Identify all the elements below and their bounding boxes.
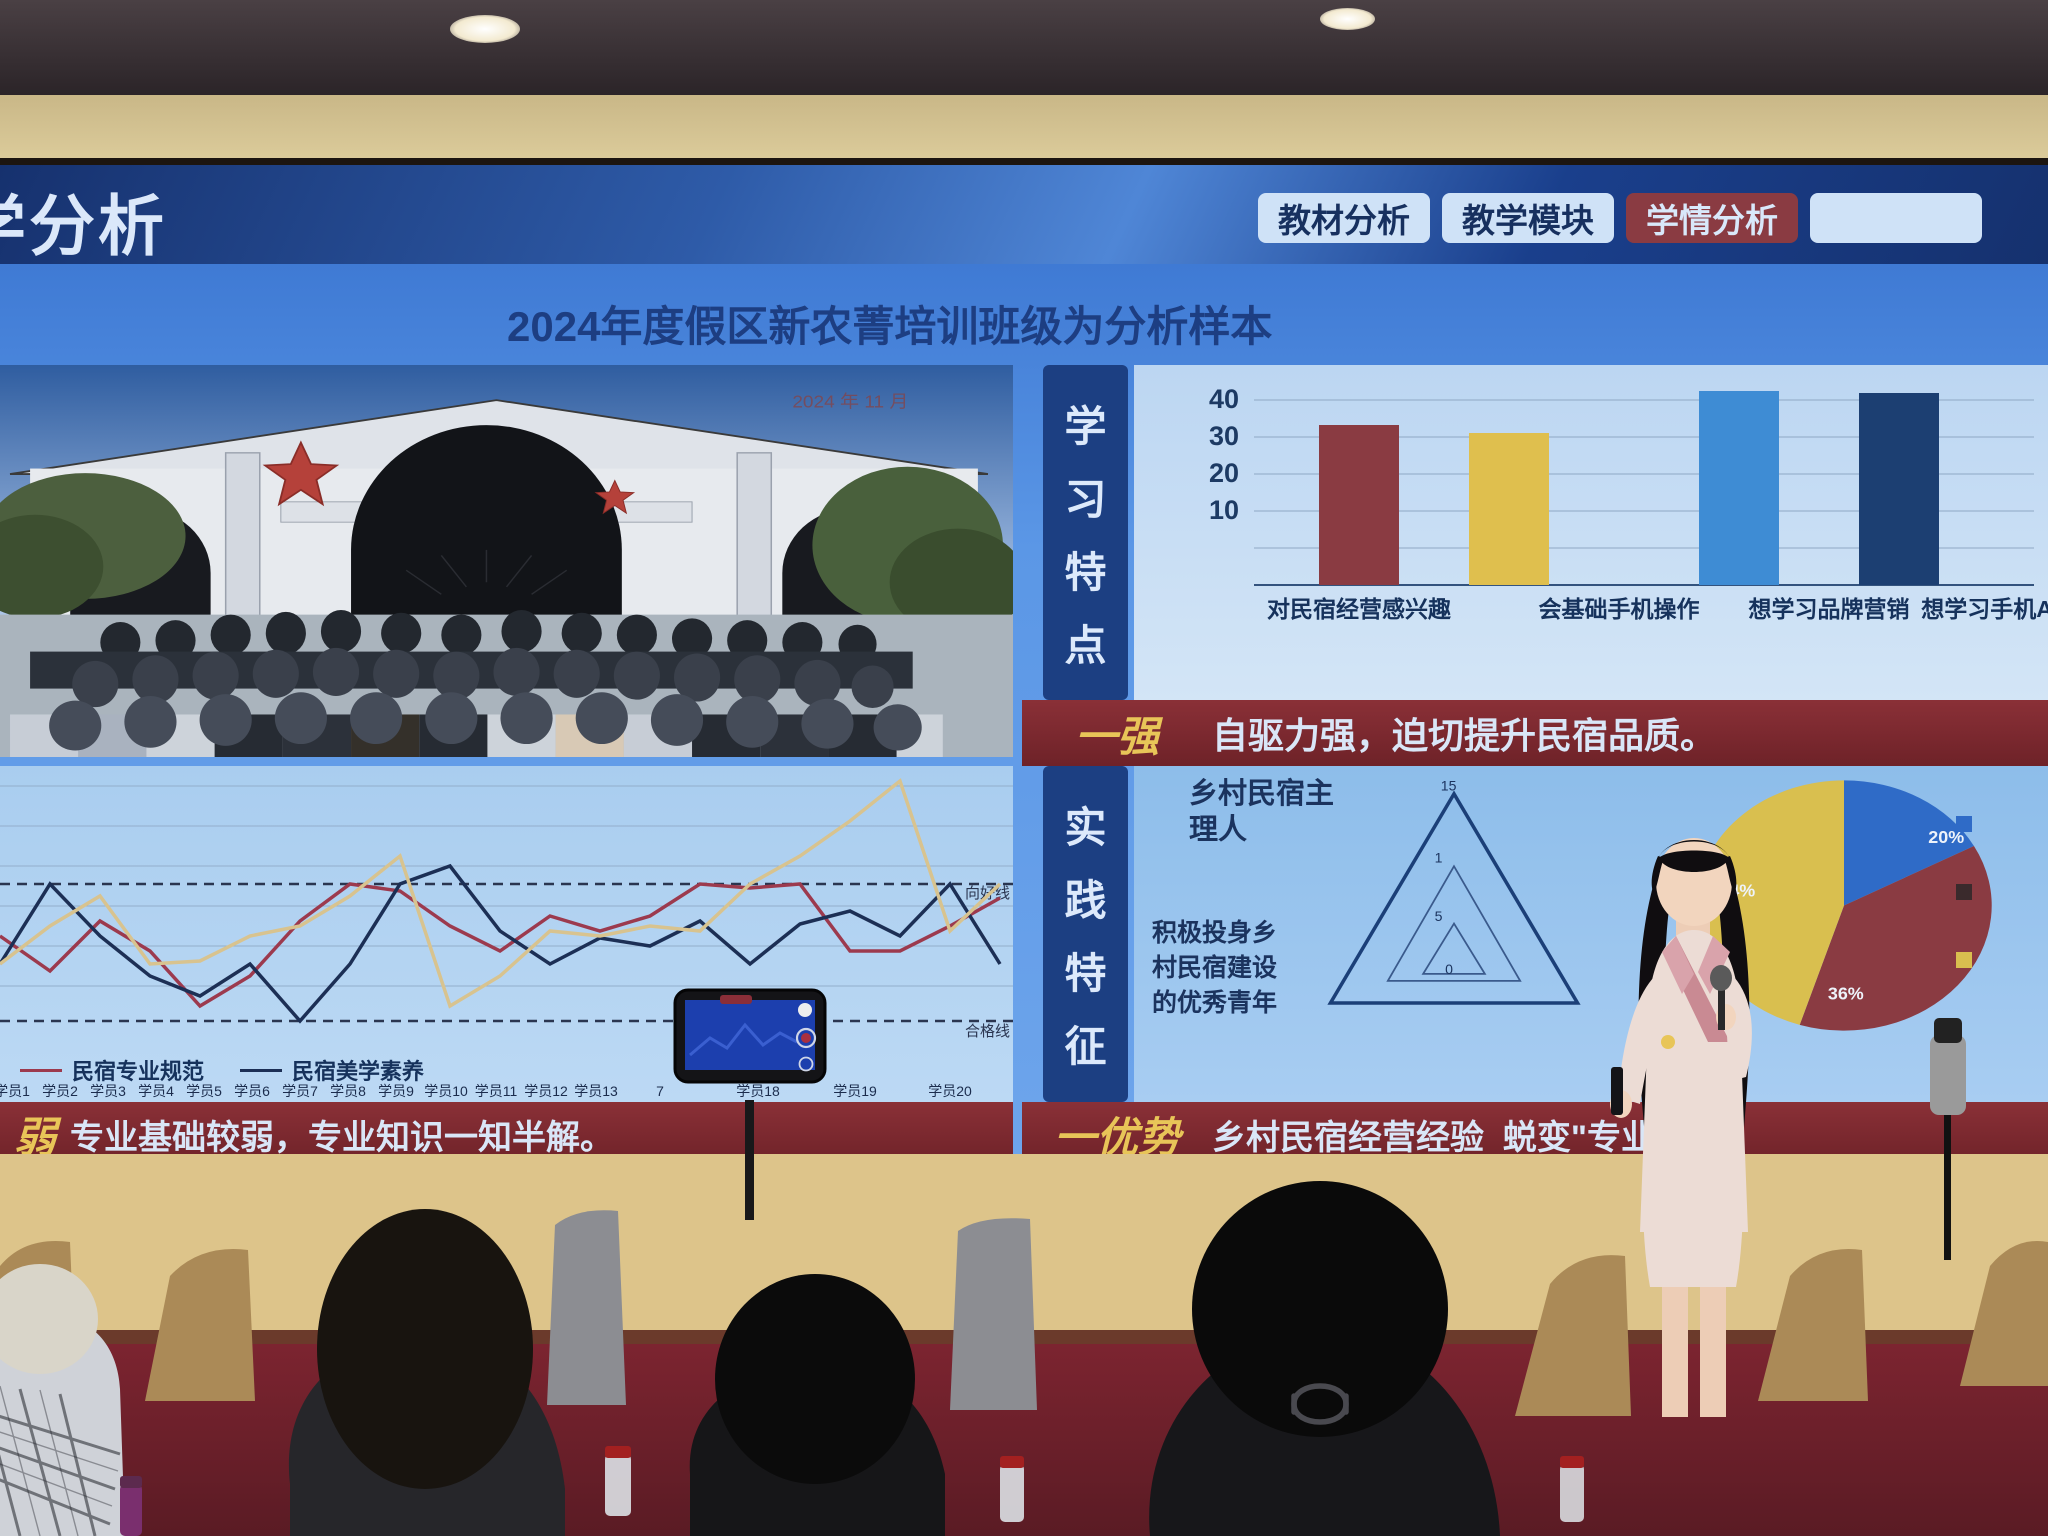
svg-text:学员11: 学员11 — [475, 1083, 518, 1099]
svg-text:学员20: 学员20 — [928, 1083, 972, 1099]
svg-text:1: 1 — [1435, 850, 1443, 866]
svg-text:20: 20 — [1209, 458, 1239, 488]
svg-text:会基础手机操作: 会基础手机操作 — [1539, 596, 1700, 622]
svg-text:2024 年 11 月: 2024 年 11 月 — [792, 391, 908, 411]
svg-text:5: 5 — [1435, 908, 1443, 924]
svg-text:学员13: 学员13 — [574, 1083, 618, 1099]
svg-text:40: 40 — [1209, 384, 1239, 414]
svg-text:学员10: 学员10 — [424, 1083, 468, 1099]
svg-text:30: 30 — [1209, 421, 1239, 451]
svg-text:10: 10 — [1209, 495, 1239, 525]
svg-text:0: 0 — [1445, 961, 1453, 977]
svg-text:对民宿经营感兴趣: 对民宿经营感兴趣 — [1267, 596, 1452, 622]
svg-text:36%: 36% — [1828, 983, 1864, 1003]
svg-text:想学习品牌营销: 想学习品牌营销 — [1749, 596, 1910, 622]
svg-text:想学习手机A: 想学习手机A — [1921, 596, 2048, 622]
svg-text:学员12: 学员12 — [524, 1083, 568, 1099]
svg-text:15: 15 — [1441, 777, 1457, 793]
svg-text:合格线: 合格线 — [965, 1023, 1010, 1040]
